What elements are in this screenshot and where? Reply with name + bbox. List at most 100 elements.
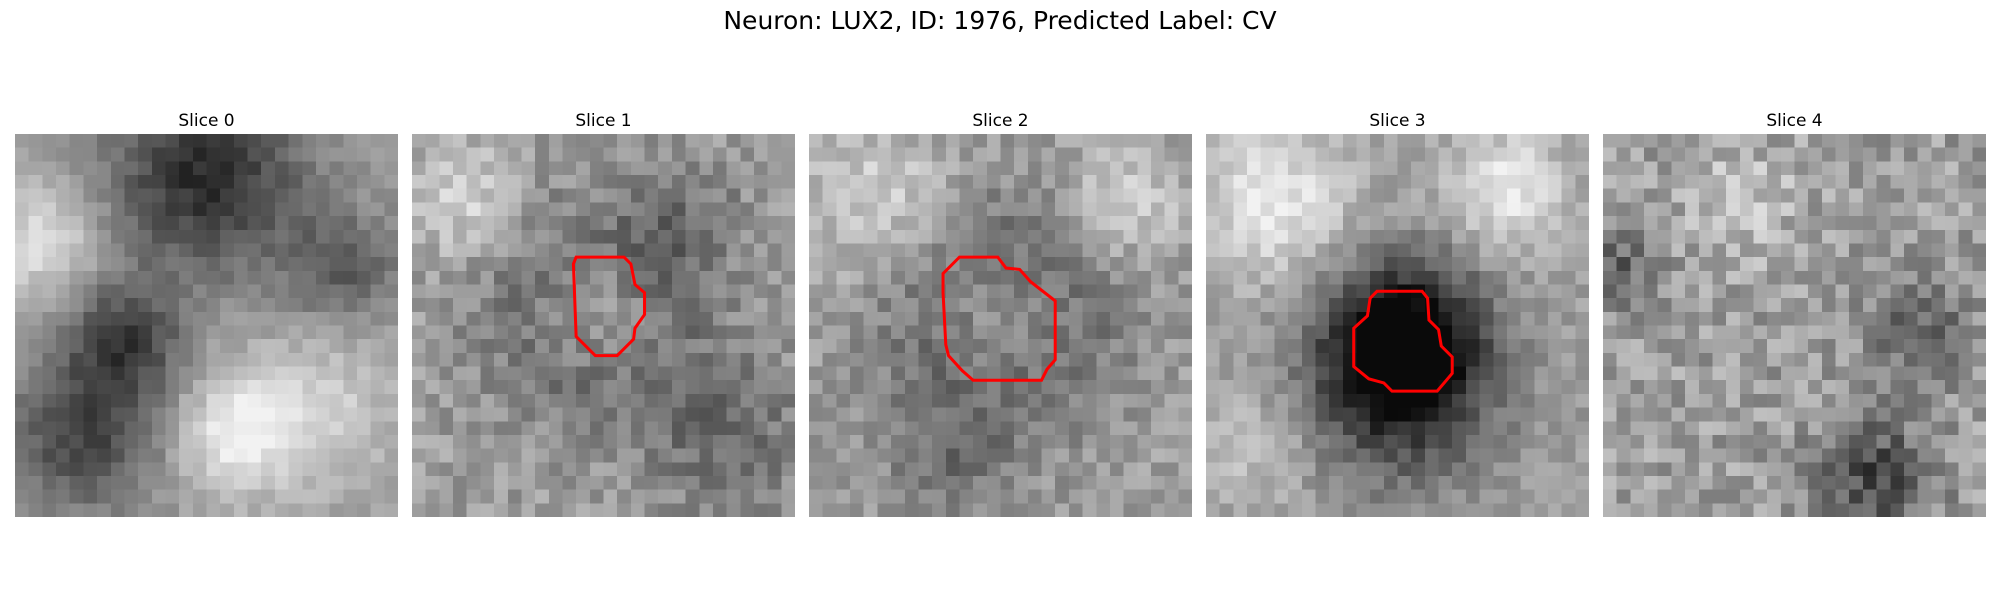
pixel-cell bbox=[1260, 421, 1275, 436]
pixel-cell bbox=[302, 448, 317, 463]
pixel-cell bbox=[1767, 448, 1782, 463]
pixel-cell bbox=[1411, 393, 1426, 408]
pixel-cell bbox=[753, 161, 768, 176]
pixel-cell bbox=[1808, 311, 1823, 326]
pixel-cell bbox=[412, 270, 426, 285]
pixel-cell bbox=[1465, 134, 1480, 148]
pixel-cell bbox=[1972, 489, 1986, 504]
pixel-cell bbox=[1780, 352, 1795, 367]
pixel-cell bbox=[124, 147, 139, 162]
pixel-cell bbox=[302, 462, 317, 477]
pixel-cell bbox=[370, 216, 385, 231]
pixel-cell bbox=[1274, 325, 1289, 340]
pixel-cell bbox=[1014, 421, 1029, 436]
pixel-cell bbox=[1247, 325, 1261, 340]
pixel-cell bbox=[617, 434, 632, 449]
pixel-cell bbox=[589, 325, 604, 340]
pixel-cell bbox=[494, 257, 509, 272]
pixel-cell bbox=[904, 311, 919, 326]
pixel-cell bbox=[891, 489, 906, 504]
pixel-cell bbox=[274, 134, 289, 148]
pixel-cell bbox=[1698, 393, 1713, 408]
pixel-cell bbox=[206, 407, 221, 422]
pixel-cell bbox=[1767, 257, 1782, 272]
pixel-cell bbox=[1465, 393, 1480, 408]
pixel-cell bbox=[767, 489, 782, 504]
pixel-cell bbox=[836, 284, 851, 299]
pixel-cell bbox=[1616, 475, 1631, 490]
pixel-cell bbox=[1561, 489, 1576, 504]
pixel-cell bbox=[1301, 202, 1316, 217]
pixel-cell bbox=[932, 462, 947, 477]
pixel-cell bbox=[521, 393, 536, 408]
pixel-cell bbox=[1150, 489, 1165, 504]
pixel-cell bbox=[863, 380, 878, 395]
pixel-cell bbox=[1000, 270, 1015, 285]
pixel-cell bbox=[630, 188, 645, 203]
pixel-cell bbox=[836, 366, 851, 381]
pixel-cell bbox=[1150, 380, 1165, 395]
pixel-cell bbox=[439, 407, 454, 422]
pixel-cell bbox=[1383, 325, 1398, 340]
pixel-cell bbox=[1876, 462, 1891, 477]
pixel-cell bbox=[425, 421, 440, 436]
pixel-cell bbox=[1890, 243, 1905, 258]
pixel-cell bbox=[576, 489, 591, 504]
pixel-cell bbox=[466, 298, 481, 313]
pixel-cell bbox=[1849, 257, 1864, 272]
pixel-cell bbox=[1383, 243, 1398, 258]
pixel-cell bbox=[439, 352, 454, 367]
pixel-cell bbox=[617, 229, 632, 244]
pixel-cell bbox=[685, 216, 700, 231]
pixel-cell bbox=[138, 475, 153, 490]
pixel-cell bbox=[56, 216, 70, 231]
pixel-cell bbox=[671, 175, 686, 189]
pixel-cell bbox=[97, 175, 112, 189]
pixel-cell bbox=[1534, 188, 1549, 203]
pixel-cell bbox=[1808, 489, 1823, 504]
pixel-cell bbox=[1397, 366, 1412, 381]
pixel-cell bbox=[329, 161, 344, 176]
pixel-cell bbox=[1753, 161, 1768, 176]
pixel-cell bbox=[1219, 489, 1234, 504]
pixel-cell bbox=[315, 339, 330, 354]
pixel-cell bbox=[1465, 243, 1480, 258]
pixel-cell bbox=[589, 243, 604, 258]
pixel-cell bbox=[1027, 161, 1042, 176]
pixel-cell bbox=[1903, 339, 1918, 354]
pixel-cell bbox=[384, 366, 398, 381]
pixel-cell bbox=[1123, 134, 1138, 148]
pixel-cell bbox=[192, 243, 207, 258]
pixel-cell bbox=[945, 489, 960, 504]
pixel-cell bbox=[28, 489, 43, 504]
pixel-cell bbox=[110, 202, 125, 217]
pixel-cell bbox=[548, 284, 563, 299]
pixel-cell bbox=[671, 202, 686, 217]
pixel-cell bbox=[1068, 188, 1083, 203]
pixel-cell bbox=[15, 229, 29, 244]
pixel-cell bbox=[1356, 434, 1371, 449]
pixel-cell bbox=[1972, 380, 1986, 395]
pixel-cell bbox=[261, 161, 276, 176]
pixel-cell bbox=[644, 325, 659, 340]
pixel-cell bbox=[617, 448, 632, 463]
pixel-cell bbox=[384, 380, 398, 395]
pixel-cell bbox=[494, 489, 509, 504]
pixel-cell bbox=[206, 229, 221, 244]
pixel-cell bbox=[1479, 475, 1494, 490]
pixel-cell bbox=[918, 161, 933, 176]
pixel-cell bbox=[644, 243, 659, 258]
pixel-cell bbox=[1767, 311, 1782, 326]
pixel-cell bbox=[1260, 393, 1275, 408]
pixel-cell bbox=[617, 366, 632, 381]
pixel-cell bbox=[712, 462, 727, 477]
pixel-cell bbox=[809, 489, 823, 504]
pixel-cell bbox=[1452, 243, 1467, 258]
pixel-cell bbox=[726, 475, 741, 490]
pixel-cell bbox=[1862, 393, 1877, 408]
pixel-cell bbox=[753, 188, 768, 203]
pixel-cell bbox=[138, 366, 153, 381]
pixel-cell bbox=[1726, 421, 1741, 436]
pixel-cell bbox=[138, 311, 153, 326]
pixel-cell bbox=[850, 352, 864, 367]
